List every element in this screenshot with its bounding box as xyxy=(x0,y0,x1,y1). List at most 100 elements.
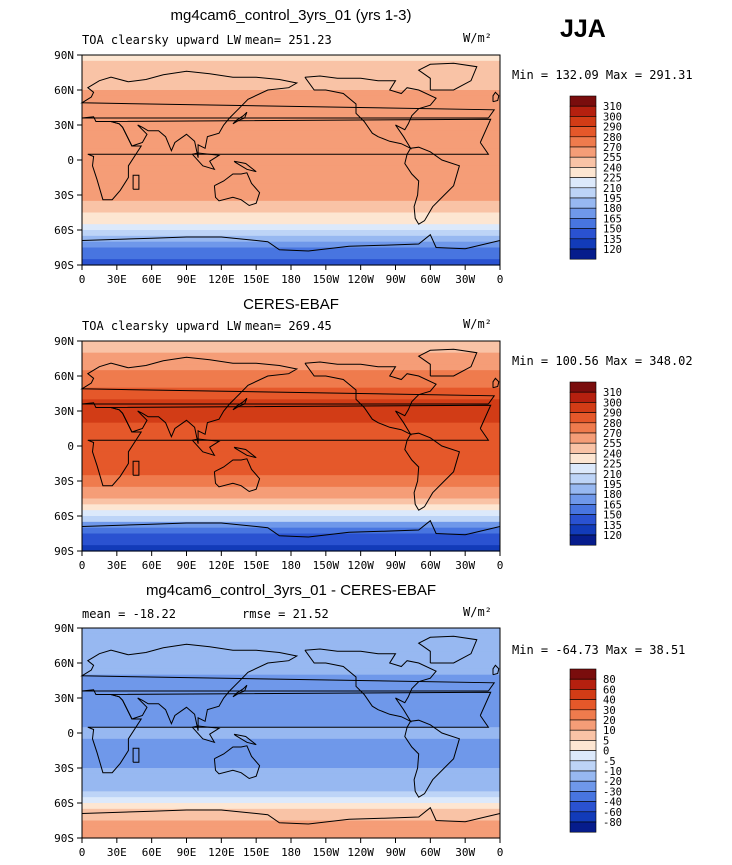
lat-tick-label: 30N xyxy=(54,692,74,705)
coastline xyxy=(233,446,257,459)
colorbar-level: -30 xyxy=(603,786,622,798)
colorbar-level: 5 xyxy=(603,735,609,747)
coastline xyxy=(132,747,140,763)
colorbar-level: 135 xyxy=(603,520,622,532)
field-band xyxy=(82,224,500,231)
colorbar-level: 270 xyxy=(603,142,622,154)
coastline xyxy=(233,160,257,173)
lon-tick-label: 90W xyxy=(386,273,406,286)
colorbar: 3103002902802702552402252101951801651501… xyxy=(569,95,622,260)
colorbar-swatch xyxy=(569,156,597,168)
colorbar-level: 120 xyxy=(603,530,622,542)
colorbar-level: 80 xyxy=(603,674,616,686)
colorbar-level: 310 xyxy=(603,101,622,113)
lat-tick-label: 60N xyxy=(54,657,74,670)
lon-tick-label: 60E xyxy=(142,559,162,572)
lon-tick-label: 30W xyxy=(455,273,475,286)
field-band xyxy=(82,750,500,757)
colorbar-level: 210 xyxy=(603,469,622,481)
lon-tick-label: 150W xyxy=(313,846,340,859)
units-label: W/m² xyxy=(463,31,492,45)
colorbar-swatch xyxy=(569,412,597,424)
lon-tick-label: 150E xyxy=(243,273,270,286)
colorbar-swatch xyxy=(569,146,597,158)
colorbar-swatch xyxy=(569,780,597,792)
colorbar-level: 290 xyxy=(603,122,622,134)
colorbar-swatch xyxy=(569,801,597,813)
field-band xyxy=(82,142,500,149)
colorbar-swatch xyxy=(569,791,597,802)
colorbar-swatch xyxy=(569,402,597,413)
lat-tick-label: 30S xyxy=(54,762,74,775)
colorbar-swatch xyxy=(569,167,597,178)
field-band xyxy=(82,814,500,822)
colorbar-swatch xyxy=(569,493,597,505)
lon-tick-label: 120W xyxy=(347,559,374,572)
colorbar-swatch xyxy=(569,514,597,526)
lon-tick-label: 90W xyxy=(386,846,406,859)
field-band xyxy=(82,428,500,435)
coastline xyxy=(87,118,492,201)
field-band xyxy=(82,253,500,260)
colorbar-swatch xyxy=(569,524,597,536)
colorbar-swatch xyxy=(569,432,597,444)
colorbar-swatch xyxy=(569,729,597,741)
coastline xyxy=(81,519,501,538)
field-band xyxy=(82,230,500,237)
panel-title: mg4cam6_control_3yrs_01 (yrs 1-3) xyxy=(170,7,412,24)
field-band xyxy=(82,218,500,225)
map-plot: 90N 60N 30N 0 30S 60S 90S 0 30E 60E 90E 120E 150E 180… xyxy=(54,49,504,286)
field-band xyxy=(82,72,500,79)
panel-title: mg4cam6_control_3yrs_01 - CERES-EBAF xyxy=(145,582,437,599)
colorbar-swatch xyxy=(569,483,597,495)
mean-label: mean= 269.45 xyxy=(245,319,332,333)
coastline xyxy=(417,348,478,377)
field-band xyxy=(82,422,500,430)
lon-tick-label: 90W xyxy=(386,559,406,572)
field-band xyxy=(82,668,500,676)
coastline xyxy=(80,70,496,158)
colorbar-level: 195 xyxy=(603,479,622,491)
lon-tick-label: 120E xyxy=(208,273,235,286)
colorbar-swatch xyxy=(569,197,597,209)
field-band xyxy=(82,189,500,196)
field-band xyxy=(82,195,500,202)
colorbar-level: 165 xyxy=(603,213,622,225)
colorbar-swatch xyxy=(569,116,597,127)
colorbar-level: 225 xyxy=(603,459,622,471)
field-band xyxy=(82,148,500,155)
map-plot: 90N 60N 30N 0 30S 60S 90S 0 30E 60E 90E 120E 150E 180… xyxy=(54,622,503,859)
field-band xyxy=(82,738,500,746)
field-band xyxy=(82,709,500,717)
field-band xyxy=(82,469,500,476)
field-band xyxy=(82,376,500,383)
lon-tick-label: 30E xyxy=(107,846,127,859)
field-band xyxy=(82,692,500,699)
coastline xyxy=(417,62,478,91)
colorbar-swatch xyxy=(569,678,597,690)
lon-tick-label: 150E xyxy=(243,846,270,859)
field-band xyxy=(82,434,500,441)
colorbar-level: 270 xyxy=(603,428,622,440)
field-band xyxy=(82,66,500,74)
lon-tick-label: 180 xyxy=(281,273,301,286)
lon-tick-label: 60E xyxy=(142,846,162,859)
colorbar-level: -5 xyxy=(603,756,616,768)
panel-observation: CERES-EBAF TOA clearsky upward LW mean= … xyxy=(0,283,732,572)
colorbar-level: 195 xyxy=(603,193,622,205)
colorbar-swatch xyxy=(569,381,597,393)
lat-tick-label: 90N xyxy=(54,49,74,62)
field-band xyxy=(82,545,500,552)
coastline xyxy=(492,91,500,103)
field-band xyxy=(82,785,500,792)
lat-tick-label: 90S xyxy=(54,832,74,845)
lon-tick-label: 0 xyxy=(497,273,504,286)
coastline xyxy=(132,174,140,190)
units-label: W/m² xyxy=(463,317,492,331)
colorbar-swatch xyxy=(569,177,597,189)
colorbar-level: 280 xyxy=(603,418,622,430)
field-band xyxy=(82,826,500,833)
colorbar-level: 255 xyxy=(603,438,622,450)
coastline xyxy=(404,146,461,225)
coastline xyxy=(232,111,248,125)
